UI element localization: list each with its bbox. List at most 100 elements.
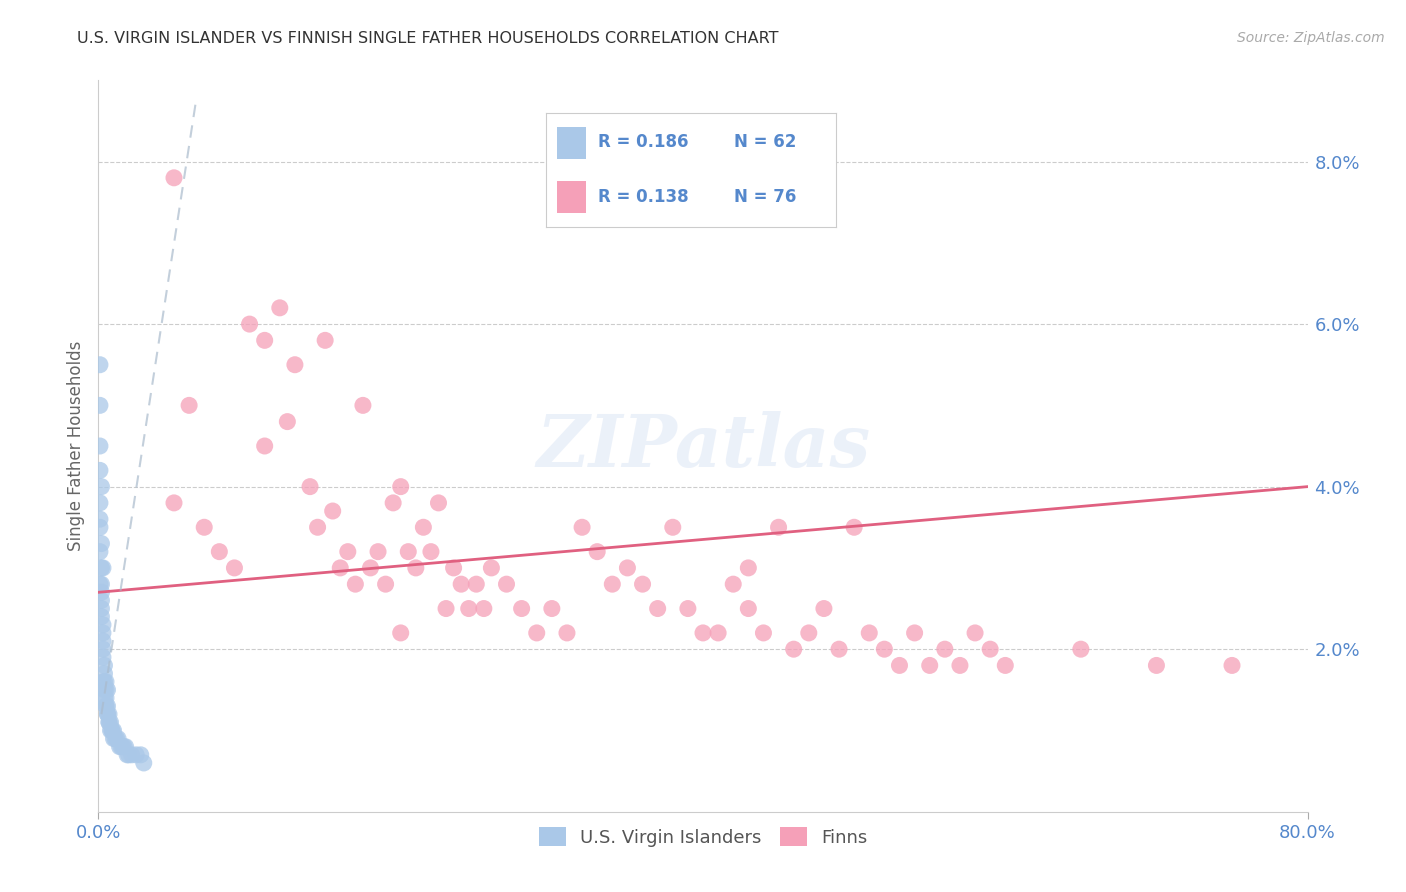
- Point: [904, 626, 927, 640]
- Point: [631, 577, 654, 591]
- Point: [949, 658, 972, 673]
- Point: [389, 480, 412, 494]
- Point: [179, 398, 201, 412]
- Point: [110, 739, 132, 754]
- Point: [314, 334, 336, 348]
- Point: [224, 561, 246, 575]
- Point: [873, 642, 896, 657]
- Point: [89, 463, 111, 477]
- Point: [555, 626, 578, 640]
- Point: [91, 617, 114, 632]
- Point: [676, 601, 699, 615]
- Point: [647, 601, 669, 615]
- Point: [540, 601, 562, 615]
- Point: [307, 520, 329, 534]
- Point: [465, 577, 488, 591]
- Point: [367, 544, 389, 558]
- Point: [111, 739, 134, 754]
- Y-axis label: Single Father Households: Single Father Households: [66, 341, 84, 551]
- Point: [89, 398, 111, 412]
- Point: [112, 739, 135, 754]
- Point: [94, 699, 117, 714]
- Point: [427, 496, 450, 510]
- Point: [129, 747, 152, 762]
- Point: [450, 577, 472, 591]
- Point: [352, 398, 374, 412]
- Point: [329, 561, 352, 575]
- Point: [374, 577, 396, 591]
- Point: [495, 577, 517, 591]
- Point: [193, 520, 215, 534]
- Point: [91, 634, 114, 648]
- Text: Source: ZipAtlas.com: Source: ZipAtlas.com: [1237, 31, 1385, 45]
- Point: [269, 301, 291, 315]
- Point: [89, 439, 111, 453]
- Point: [586, 544, 609, 558]
- Point: [107, 731, 129, 746]
- Point: [737, 561, 759, 575]
- Point: [768, 520, 790, 534]
- Point: [114, 739, 136, 754]
- Point: [91, 650, 114, 665]
- Point: [844, 520, 866, 534]
- Point: [96, 707, 118, 722]
- Point: [389, 626, 412, 640]
- Point: [93, 674, 115, 689]
- Point: [89, 358, 111, 372]
- Point: [783, 642, 806, 657]
- Point: [93, 666, 115, 681]
- Point: [89, 577, 111, 591]
- Point: [90, 577, 112, 591]
- Point: [737, 601, 759, 615]
- Point: [707, 626, 730, 640]
- Point: [405, 561, 427, 575]
- Point: [918, 658, 941, 673]
- Point: [276, 415, 298, 429]
- Point: [1070, 642, 1092, 657]
- Point: [94, 699, 117, 714]
- Point: [163, 496, 186, 510]
- Point: [121, 747, 143, 762]
- Point: [96, 707, 118, 722]
- Point: [103, 731, 125, 746]
- Point: [1220, 658, 1243, 673]
- Point: [994, 658, 1017, 673]
- Point: [90, 609, 112, 624]
- Point: [396, 544, 419, 558]
- Point: [125, 747, 148, 762]
- Point: [813, 601, 835, 615]
- Point: [979, 642, 1001, 657]
- Point: [472, 601, 495, 615]
- Point: [434, 601, 457, 615]
- Text: U.S. VIRGIN ISLANDER VS FINNISH SINGLE FATHER HOUSEHOLDS CORRELATION CHART: U.S. VIRGIN ISLANDER VS FINNISH SINGLE F…: [77, 31, 779, 46]
- Point: [208, 544, 231, 558]
- Point: [239, 317, 262, 331]
- Point: [571, 520, 593, 534]
- Point: [344, 577, 367, 591]
- Point: [253, 439, 276, 453]
- Point: [91, 561, 114, 575]
- Point: [481, 561, 503, 575]
- Point: [96, 699, 118, 714]
- Point: [101, 723, 124, 738]
- Point: [93, 682, 115, 697]
- Point: [322, 504, 344, 518]
- Point: [89, 520, 111, 534]
- Point: [90, 480, 112, 494]
- Point: [934, 642, 956, 657]
- Point: [1144, 658, 1167, 673]
- Point: [443, 561, 465, 575]
- Point: [616, 561, 638, 575]
- Point: [89, 512, 111, 526]
- Point: [382, 496, 405, 510]
- Point: [93, 658, 115, 673]
- Point: [661, 520, 683, 534]
- Legend: U.S. Virgin Islanders, Finns: U.S. Virgin Islanders, Finns: [531, 820, 875, 854]
- Point: [91, 674, 114, 689]
- Point: [98, 715, 121, 730]
- Point: [752, 626, 775, 640]
- Point: [889, 658, 911, 673]
- Point: [797, 626, 820, 640]
- Point: [91, 642, 114, 657]
- Point: [98, 707, 121, 722]
